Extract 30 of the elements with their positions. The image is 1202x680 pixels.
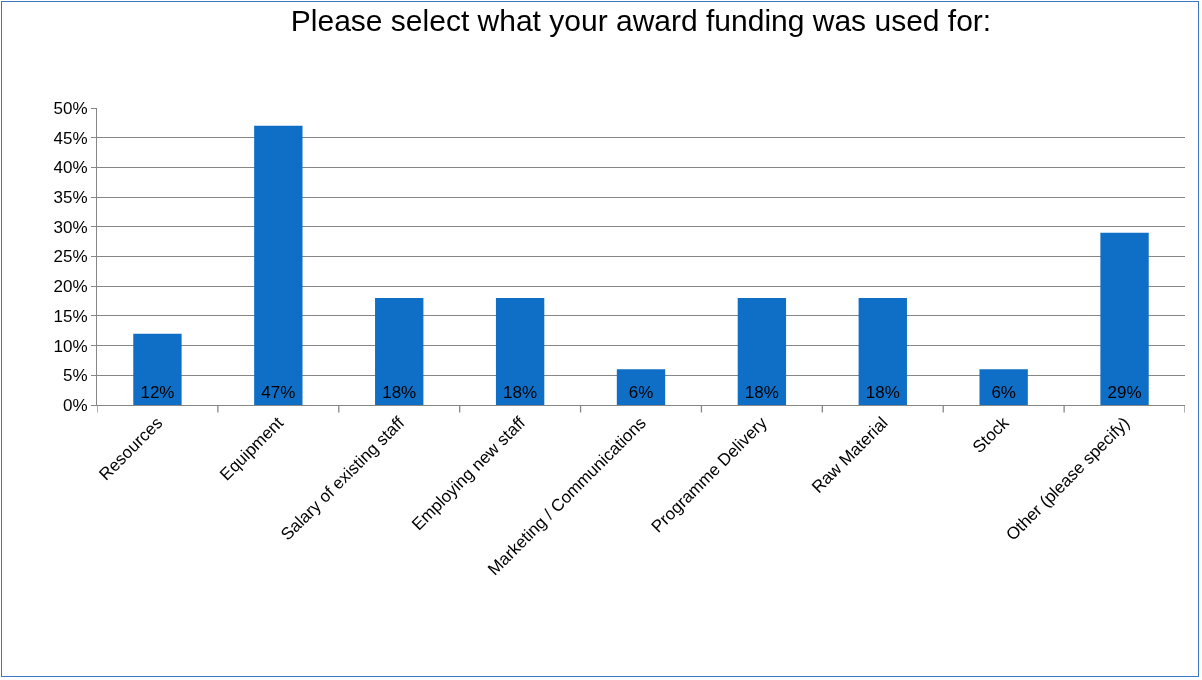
bar [133,333,182,405]
chart-title: Please select what your award funding was used for: [290,4,992,38]
bar [375,298,424,405]
bar [858,298,907,405]
bar [616,369,666,405]
y-tick-label: 25% [53,247,88,267]
y-tick-label: 15% [53,306,88,326]
bar [254,125,303,405]
data-label: 6% [628,383,654,402]
y-tick-label: 10% [53,336,88,356]
data-label: 18% [382,383,417,402]
bar [1100,232,1149,405]
data-label: 29% [1107,383,1142,402]
y-tick-label: 45% [53,128,88,148]
data-label: 18% [503,383,538,402]
data-label: 6% [991,383,1016,402]
y-tick-label: 35% [53,188,88,208]
y-tick-label: 20% [53,277,88,297]
data-label: 18% [744,383,779,402]
data-label: 18% [865,383,900,402]
y-tick-label: 50% [53,98,88,118]
y-tick-label: 40% [53,158,88,178]
y-tick-label: 30% [53,217,88,237]
bar [495,298,545,405]
bar [737,298,787,405]
y-tick-label: 0% [63,395,88,415]
data-label: 47% [261,383,296,402]
data-label: 12% [140,383,175,402]
y-tick-label: 5% [63,366,88,386]
bar [979,369,1028,405]
